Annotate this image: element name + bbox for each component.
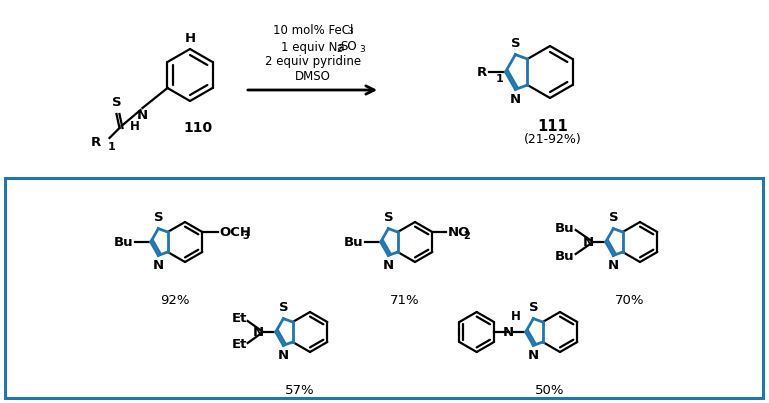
Text: N: N	[583, 235, 594, 249]
Text: Bu: Bu	[344, 235, 364, 249]
Text: 71%: 71%	[390, 294, 420, 307]
Text: Et: Et	[231, 339, 247, 351]
Text: 3: 3	[347, 27, 353, 37]
Text: N: N	[153, 260, 164, 272]
Bar	[5, 178, 763, 398]
Text: S: S	[511, 37, 520, 50]
Text: N: N	[528, 349, 539, 362]
Text: N: N	[137, 109, 148, 122]
Text: N: N	[383, 260, 394, 272]
Text: H: H	[185, 32, 195, 45]
Text: N: N	[278, 349, 289, 362]
Text: N: N	[252, 326, 264, 339]
Text: 10 mol% FeCl: 10 mol% FeCl	[273, 23, 353, 37]
Text: 2: 2	[463, 231, 470, 241]
Text: 110: 110	[184, 121, 212, 135]
Text: 70%: 70%	[615, 294, 644, 307]
Text: 2: 2	[336, 44, 341, 54]
Text: 1: 1	[108, 142, 115, 152]
Text: 2 equiv pyridine: 2 equiv pyridine	[265, 56, 361, 69]
Text: N: N	[510, 93, 521, 106]
Text: SO: SO	[340, 40, 357, 54]
Text: N: N	[503, 326, 514, 339]
Text: 50%: 50%	[535, 384, 564, 397]
Text: 92%: 92%	[160, 294, 190, 307]
Text: S: S	[154, 211, 163, 224]
Text: S: S	[608, 211, 618, 224]
Text: S: S	[278, 301, 288, 314]
Text: NO: NO	[448, 226, 470, 239]
Text: S: S	[528, 301, 538, 314]
Text: R: R	[478, 66, 488, 79]
Text: N: N	[608, 260, 619, 272]
Text: 3: 3	[359, 44, 365, 54]
Text: OCH: OCH	[219, 226, 251, 239]
Text: S: S	[112, 96, 122, 109]
Text: Bu: Bu	[555, 249, 574, 262]
Text: H: H	[129, 120, 139, 133]
Text: 3: 3	[242, 231, 249, 241]
Text: 1 equiv Na: 1 equiv Na	[281, 40, 345, 54]
Text: Bu: Bu	[555, 222, 574, 235]
Text: 57%: 57%	[285, 384, 315, 397]
Text: 111: 111	[538, 119, 568, 134]
Text: 1: 1	[495, 74, 503, 84]
Text: Bu: Bu	[114, 235, 134, 249]
Text: R: R	[92, 135, 102, 148]
Text: Et: Et	[231, 312, 247, 326]
Text: H: H	[511, 310, 521, 323]
Text: (21-92%): (21-92%)	[524, 133, 582, 146]
Text: DMSO: DMSO	[295, 71, 331, 83]
Text: S: S	[384, 211, 393, 224]
